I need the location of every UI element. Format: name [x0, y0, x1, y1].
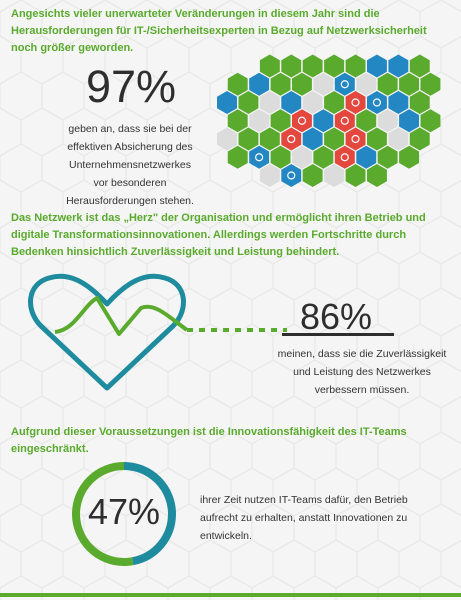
network-hex [259, 54, 280, 78]
caption-line: meinen, dass sie die Zuverlässigkeit [277, 348, 447, 360]
network-hex [313, 72, 334, 96]
network-hex [388, 91, 409, 114]
network-hex [345, 164, 366, 187]
section1-heading: Angesichts vieler unerwarteter Veränderu… [11, 8, 427, 54]
section2-caption: meinen, dass sie die Zuverlässigkeit und… [262, 345, 461, 399]
stat-underline [282, 333, 394, 336]
network-hex [270, 72, 291, 96]
device-icon [372, 98, 382, 107]
security-alert-hex [334, 145, 355, 169]
network-hex [227, 109, 248, 133]
network-hex [249, 72, 270, 96]
network-hex [249, 145, 270, 169]
network-hex [324, 91, 345, 114]
caption-line: verbessern müssen. [314, 384, 410, 396]
network-hex [324, 164, 345, 187]
stat-47: 47% [87, 491, 161, 532]
caption-line: Herausforderungen stehen. [66, 195, 194, 207]
security-alert-icon [351, 134, 360, 144]
network-hex [217, 91, 237, 114]
device-icon [340, 80, 349, 89]
network-hex [281, 54, 302, 78]
security-alert-hex [281, 127, 302, 151]
network-hex [313, 145, 334, 169]
caption-line: aufrecht zu erhalten, anstatt Innovation… [200, 512, 408, 524]
network-hex [281, 164, 302, 187]
network-hex [377, 109, 398, 133]
network-hex [292, 145, 312, 169]
network-hex [217, 127, 237, 151]
section2-heading: Das Netzwerk ist das „Herz" der Organisa… [11, 212, 426, 258]
caption-line: geben an, dass sie bei der [68, 123, 192, 135]
caption-line: effektiven Absicherung des [67, 141, 193, 153]
security-alert-hex [334, 109, 355, 133]
security-alert-icon [340, 153, 349, 162]
network-hex [345, 54, 366, 78]
security-alert-hex [345, 127, 366, 151]
network-hex [420, 72, 441, 96]
network-hex [259, 127, 280, 151]
network-hex [409, 127, 430, 151]
network-hex [377, 72, 398, 96]
network-hex [399, 72, 419, 96]
network-hex [367, 54, 387, 78]
network-hex [302, 54, 323, 78]
network-hex [324, 127, 345, 151]
network-hex [388, 54, 409, 78]
caption-line: ihrer Zeit nutzen IT-Teams dafür, den Be… [200, 494, 408, 506]
network-hex [249, 109, 270, 133]
security-alert-hex [292, 109, 312, 133]
caption-line: Unternehmensnetzwerkes [69, 159, 191, 171]
network-hex [399, 145, 419, 169]
network-hex [270, 145, 291, 169]
network-hex [409, 54, 430, 78]
device-icon [287, 171, 296, 180]
network-hex [227, 145, 248, 169]
network-hex [356, 109, 377, 133]
network-hex [302, 164, 323, 187]
security-alert-icon [351, 98, 360, 107]
device-icon [255, 153, 264, 162]
network-hex [388, 127, 409, 151]
network-hex [367, 127, 387, 151]
network-hex [259, 164, 280, 187]
stat-97: 97% [86, 61, 177, 112]
stat-86: 86% [300, 296, 373, 337]
security-alert-icon [297, 116, 307, 125]
network-hex-icon [217, 54, 441, 187]
network-hex [281, 91, 302, 114]
progress-ring-icon [72, 462, 176, 566]
network-hex [377, 145, 398, 169]
network-hex [259, 91, 280, 114]
section3-caption: ihrer Zeit nutzen IT-Teams dafür, den Be… [200, 491, 440, 545]
network-hex [409, 91, 430, 114]
network-hex [367, 91, 387, 114]
network-hex [356, 145, 377, 169]
network-hex [227, 72, 248, 96]
heartbeat-icon [28, 273, 287, 391]
section3-heading: Aufgrund dieser Voraussetzungen ist die … [11, 426, 407, 455]
caption-line: vor besonderen [93, 177, 167, 189]
network-hex [399, 109, 419, 133]
network-hex [292, 72, 312, 96]
network-hex [324, 54, 345, 78]
caption-line: und Leistung des Netzwerkes [293, 366, 431, 378]
network-hex [356, 72, 377, 96]
network-hex [238, 91, 259, 114]
caption-line: entwickeln. [200, 530, 252, 542]
network-hex [367, 164, 387, 187]
network-hex [334, 72, 355, 96]
network-hex [420, 109, 441, 133]
security-alert-icon [340, 116, 349, 125]
network-hex [302, 127, 323, 151]
section1-caption: geben an, dass sie bei der effektiven Ab… [35, 120, 225, 210]
security-alert-hex [345, 91, 366, 114]
network-hex [313, 109, 334, 133]
network-hex [270, 109, 291, 133]
network-hex [302, 91, 323, 114]
security-alert-icon [287, 134, 296, 144]
network-hex [238, 127, 259, 151]
